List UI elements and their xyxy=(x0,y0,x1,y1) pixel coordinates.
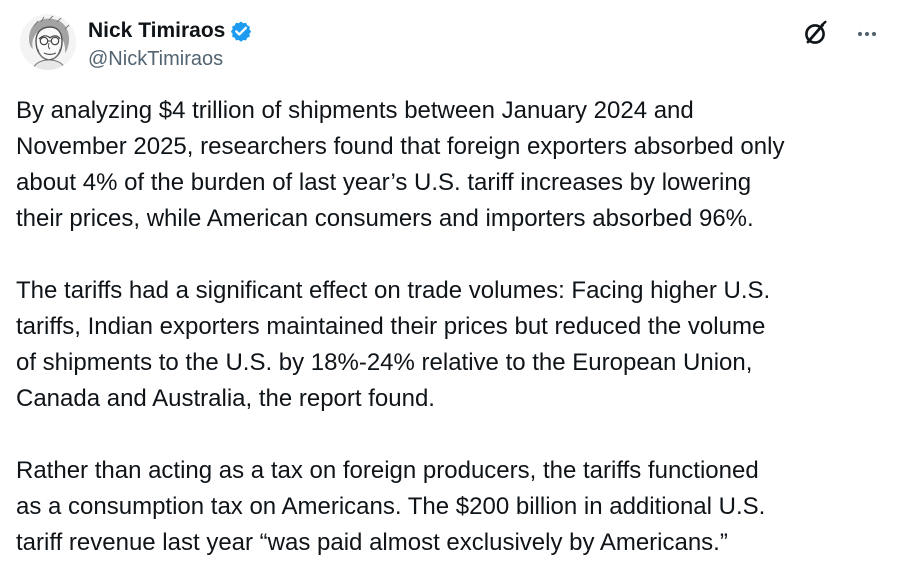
post-header: Nick Timiraos @NickTimiraos xyxy=(20,14,890,78)
post-text-line: of shipments to the U.S. by 18%-24% rela… xyxy=(16,349,753,376)
more-options-icon xyxy=(857,31,877,37)
post-paragraph: Rather than acting as a tax on foreign p… xyxy=(16,453,878,561)
post-text-line: their prices, while American consumers a… xyxy=(16,205,754,232)
post-text-line: The tariffs had a significant effect on … xyxy=(16,277,771,304)
author-info: Nick Timiraos @NickTimiraos xyxy=(88,17,608,73)
post-paragraph: By analyzing $4 trillion of shipments be… xyxy=(16,93,878,237)
post-paragraph: The tariffs had a significant effect on … xyxy=(16,273,878,417)
grok-button[interactable] xyxy=(798,17,832,51)
more-options-button[interactable] xyxy=(850,17,884,51)
post-header-actions xyxy=(796,16,884,52)
post-text-line: tariffs, Indian exporters maintained the… xyxy=(16,313,766,340)
post-text-line: as a consumption tax on Americans. The $… xyxy=(16,493,766,520)
post-text-line: By analyzing $4 trillion of shipments be… xyxy=(16,97,694,124)
verified-badge-icon xyxy=(230,20,252,42)
post-text-line: tariff revenue last year “was paid almos… xyxy=(16,529,728,556)
name-row: Nick Timiraos xyxy=(88,17,608,45)
post-text-line: November 2025, researchers found that fo… xyxy=(16,133,785,160)
author-handle[interactable]: @NickTimiraos xyxy=(88,48,224,70)
post-text-line: Rather than acting as a tax on foreign p… xyxy=(16,457,759,484)
post-text-line: about 4% of the burden of last year’s U.… xyxy=(16,169,752,196)
grok-icon xyxy=(805,20,827,44)
author-name[interactable]: Nick Timiraos xyxy=(88,19,226,42)
post-text-line: Canada and Australia, the report found. xyxy=(16,385,435,412)
sketch-portrait-icon xyxy=(20,14,76,70)
avatar[interactable] xyxy=(20,14,76,70)
post-text: By analyzing $4 trillion of shipments be… xyxy=(16,93,878,561)
